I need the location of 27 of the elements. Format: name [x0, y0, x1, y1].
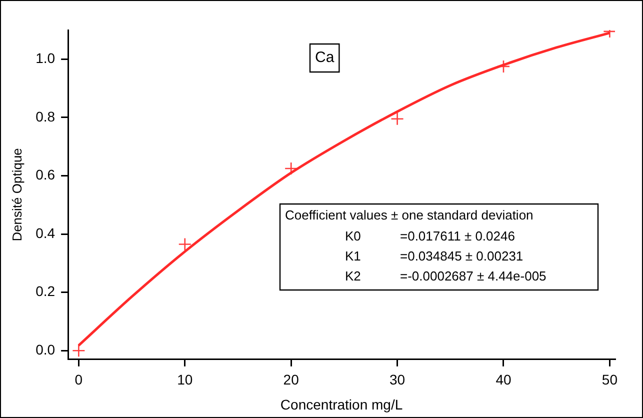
point [390, 112, 404, 126]
line-series [77, 32, 611, 347]
x-tick-label: 0 [74, 372, 83, 388]
y-tick-label: 1.0 [36, 50, 56, 66]
annotation: =0.034845 ± 0.00231 [400, 248, 524, 264]
y-tick-label: 0.0 [36, 342, 56, 358]
x-tick-label: 40 [496, 372, 512, 388]
annotation: =-0.0002687 ± 4.44e-005 [400, 268, 546, 284]
annotation: Coefficient values ± one standard deviation [285, 208, 534, 223]
y-tick-label: 0.6 [36, 166, 56, 183]
annotation: K1 [345, 248, 361, 264]
point [72, 344, 86, 358]
x-tick-label: 20 [283, 372, 300, 388]
point [284, 162, 298, 176]
y-tick-label: 0.8 [36, 108, 56, 124]
x-axis-title: Concentration mg/L [280, 396, 403, 412]
annotation: K2 [345, 268, 361, 284]
x-tick-label: 10 [177, 372, 193, 388]
point [178, 238, 192, 251]
y-tick-label: 0.2 [36, 283, 56, 300]
annotation: K0 [345, 228, 361, 244]
x-tick-label: 50 [602, 372, 618, 388]
x-tick-label: 30 [390, 372, 406, 388]
annotation: =0.017611 ± 0.0246 [400, 228, 515, 244]
annotation: Ca [315, 49, 335, 66]
y-axis-title: Densité Optique [9, 148, 24, 242]
y-tick-label: 0.4 [36, 224, 56, 241]
